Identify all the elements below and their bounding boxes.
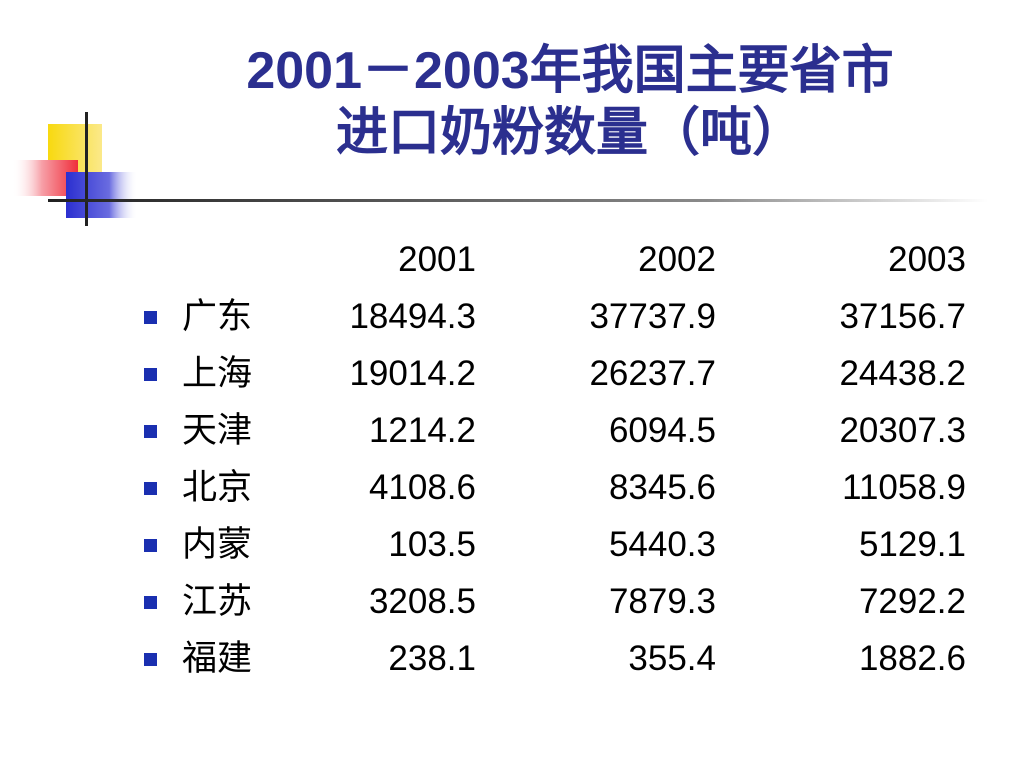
bullet-square-icon: [144, 482, 157, 495]
value-2002: 355.4: [628, 639, 716, 678]
table-row: 内蒙 103.5 5440.3 5129.1: [0, 517, 1024, 573]
table-row: 江苏 3208.5 7879.3 7292.2: [0, 574, 1024, 630]
bullet-square-icon: [144, 539, 157, 552]
value-2003: 1882.6: [858, 639, 966, 678]
value-2003: 7292.2: [858, 582, 966, 621]
title-line-1: 2001－2003年我国主要省市: [246, 42, 894, 100]
value-2002: 37737.9: [589, 297, 716, 336]
value-2001: 103.5: [388, 525, 476, 564]
header-2002: 2002: [638, 240, 716, 279]
value-2003: 24438.2: [839, 354, 966, 393]
value-2003: 20307.3: [839, 411, 966, 450]
bullet-square-icon: [144, 311, 157, 324]
value-2001: 1214.2: [368, 411, 476, 450]
value-2002: 6094.5: [608, 411, 716, 450]
header-2001: 2001: [398, 240, 476, 279]
region-name: 广东: [182, 297, 253, 337]
deco-vertical-line: [85, 112, 88, 226]
bullet-square-icon: [144, 653, 157, 666]
value-2003: 5129.1: [858, 525, 966, 564]
deco-blue-bar: [66, 172, 138, 218]
value-2002: 8345.6: [608, 468, 716, 507]
region-name: 上海: [182, 354, 253, 394]
table-row: 广东 18494.3 37737.9 37156.7: [0, 289, 1024, 345]
deco-horizontal-line: [48, 199, 988, 202]
title-line-2: 进口奶粉数量（吨）: [335, 104, 804, 162]
value-2002: 5440.3: [608, 525, 716, 564]
corner-decoration: [12, 112, 988, 226]
value-2001: 238.1: [388, 639, 476, 678]
page-title: 2001－2003年我国主要省市 进口奶粉数量（吨）: [150, 40, 990, 164]
table-row: 北京 4108.6 8345.6 11058.9: [0, 460, 1024, 516]
header-2003: 2003: [888, 240, 966, 279]
table-row: 福建 238.1 355.4 1882.6: [0, 631, 1024, 687]
bullet-square-icon: [144, 596, 157, 609]
table-row: 上海 19014.2 26237.7 24438.2: [0, 346, 1024, 402]
region-name: 内蒙: [182, 525, 253, 565]
value-2001: 3208.5: [368, 582, 476, 621]
table-row: 天津 1214.2 6094.5 20307.3: [0, 403, 1024, 459]
value-2002: 26237.7: [589, 354, 716, 393]
bullet-square-icon: [144, 425, 157, 438]
value-2001: 19014.2: [349, 354, 476, 393]
region-name: 天津: [182, 411, 253, 451]
value-2002: 7879.3: [608, 582, 716, 621]
region-name: 江苏: [182, 582, 253, 622]
value-2001: 4108.6: [368, 468, 476, 507]
region-name: 北京: [182, 468, 253, 508]
value-2003: 11058.9: [842, 468, 966, 507]
region-name: 福建: [182, 639, 253, 679]
value-2003: 37156.7: [839, 297, 966, 336]
bullet-square-icon: [144, 368, 157, 381]
value-2001: 18494.3: [349, 297, 476, 336]
header-row: 2001 2002 2003: [0, 232, 1024, 288]
